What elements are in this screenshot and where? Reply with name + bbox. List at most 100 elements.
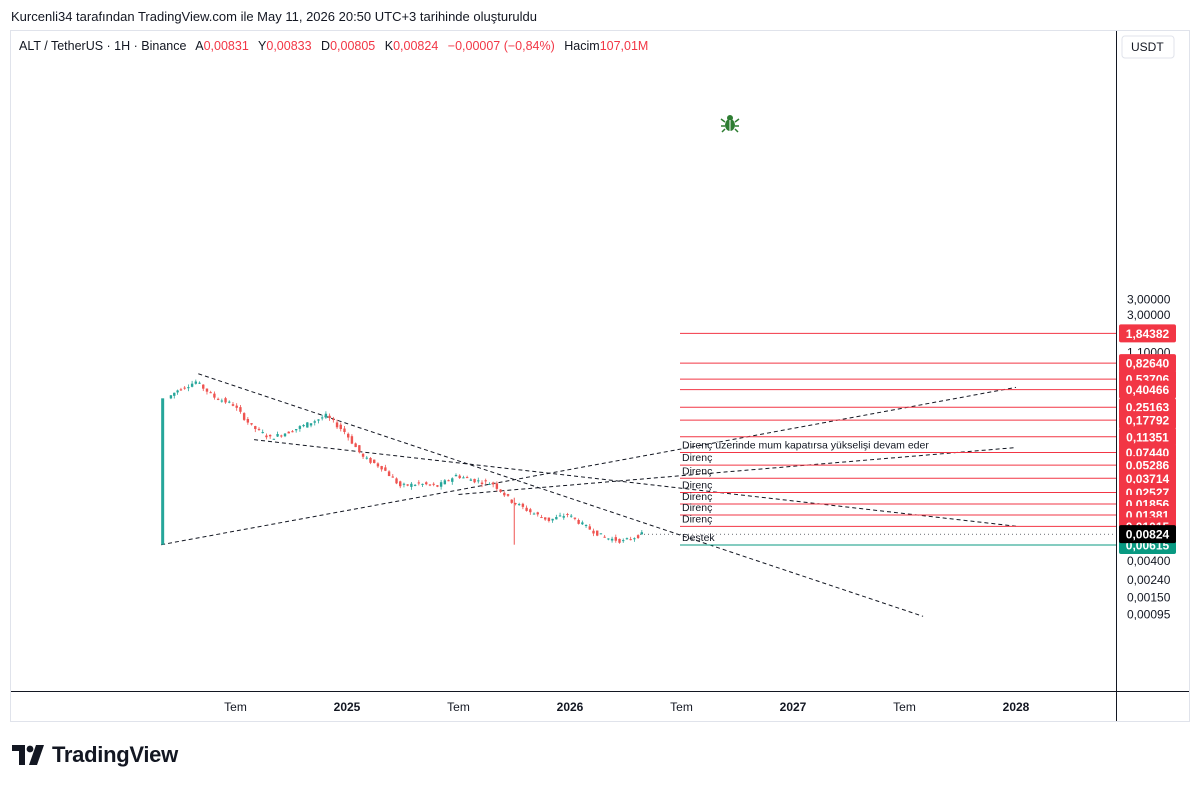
legend-low-value: 0,00805 <box>330 39 375 53</box>
candle <box>607 538 610 540</box>
candle <box>432 483 435 485</box>
candle <box>347 433 350 438</box>
candle <box>317 419 320 421</box>
candle <box>439 482 443 487</box>
legend-open-label: A <box>195 39 204 53</box>
candle <box>629 539 632 541</box>
candle <box>335 422 339 428</box>
price-badge <box>1119 380 1176 399</box>
candle <box>462 477 465 479</box>
time-tick-label: 2027 <box>780 700 807 714</box>
price-badge <box>1119 427 1176 446</box>
candle <box>246 419 250 423</box>
candle <box>257 428 261 430</box>
price-tick-label: 0,00150 <box>1127 590 1171 604</box>
time-tick-label: Tem <box>447 700 470 714</box>
trendline[interactable] <box>198 373 924 617</box>
candle <box>391 476 394 478</box>
candle <box>491 482 495 485</box>
candle <box>447 480 450 482</box>
candle <box>339 424 342 430</box>
candle <box>376 463 380 467</box>
trendline[interactable] <box>254 439 1017 527</box>
candle <box>495 483 499 489</box>
candle <box>547 517 551 521</box>
candle <box>283 433 287 437</box>
candle <box>361 453 365 457</box>
candle <box>633 538 636 540</box>
price-badge-label: 0,17792 <box>1126 414 1170 428</box>
candle <box>235 405 238 408</box>
candle <box>254 426 257 430</box>
candle <box>517 504 521 506</box>
candle <box>350 436 354 444</box>
price-badge-label: 0,82640 <box>1126 357 1170 371</box>
candle <box>521 503 525 507</box>
candle <box>588 526 591 530</box>
candle <box>324 413 328 418</box>
candle <box>506 494 510 496</box>
candle <box>302 424 305 427</box>
trendline[interactable] <box>161 386 1017 546</box>
currency-box[interactable] <box>1121 35 1175 59</box>
price-badge-label: 0,00824 <box>1126 528 1170 542</box>
currency-label: USDT <box>1131 40 1164 54</box>
candle <box>525 507 528 511</box>
candle <box>169 395 173 399</box>
price-tick-label: 0,00095 <box>1127 607 1171 621</box>
candle <box>231 404 235 406</box>
level-annotation: Direnç <box>682 513 712 525</box>
candle <box>555 517 558 520</box>
candle <box>484 480 487 482</box>
candle <box>410 483 413 487</box>
chart-attribution: Kurcenli34 tarafından TradingView.com il… <box>11 9 537 24</box>
candle <box>451 478 454 482</box>
candle <box>573 517 577 519</box>
candle <box>503 492 506 496</box>
level-annotation: Direnç <box>682 452 712 464</box>
candle <box>622 540 625 542</box>
trendline[interactable] <box>458 447 1017 495</box>
candle <box>536 512 539 515</box>
candle <box>291 431 294 433</box>
candle <box>443 480 447 485</box>
candle <box>202 384 205 389</box>
candle <box>320 417 324 419</box>
legend-change: −0,00007 (−0,84%) <box>448 39 555 53</box>
time-tick-label: Tem <box>893 700 916 714</box>
candle <box>272 438 276 440</box>
candle <box>309 423 313 426</box>
level-annotation: Direnç <box>682 480 712 492</box>
candle <box>532 513 536 515</box>
candle <box>625 538 629 540</box>
candle <box>514 502 517 505</box>
legend-low-label: D <box>321 39 330 53</box>
candle <box>540 517 543 519</box>
candle <box>328 415 331 419</box>
candle <box>640 532 644 535</box>
candle <box>365 457 368 459</box>
time-ticks-layer: Tem 2025 Tem 2026 Tem 2027 Tem 2028 <box>224 700 1030 714</box>
price-badge-label: 0,11351 <box>1126 430 1169 444</box>
candle <box>499 489 502 492</box>
candle <box>584 525 588 527</box>
candle <box>216 398 220 400</box>
level-annotation: Direnç üzerinde mum kapatırsa yükselişi … <box>682 439 929 451</box>
price-badge <box>1119 469 1176 488</box>
bug-icon[interactable] <box>720 115 740 133</box>
candle <box>228 401 231 403</box>
candle <box>413 484 417 486</box>
candle <box>358 445 361 453</box>
tradingview-logo[interactable]: TradingView <box>12 741 178 769</box>
candle <box>224 398 227 403</box>
candle <box>161 398 165 545</box>
candle <box>205 388 209 392</box>
chart-legend: ALT / TetherUS · 1H · Binance A0,00831 Y… <box>19 39 648 53</box>
candle <box>294 429 298 431</box>
candle <box>399 481 402 487</box>
candle <box>306 422 309 428</box>
candle <box>313 421 316 423</box>
candle <box>566 514 569 516</box>
candle <box>332 418 335 421</box>
